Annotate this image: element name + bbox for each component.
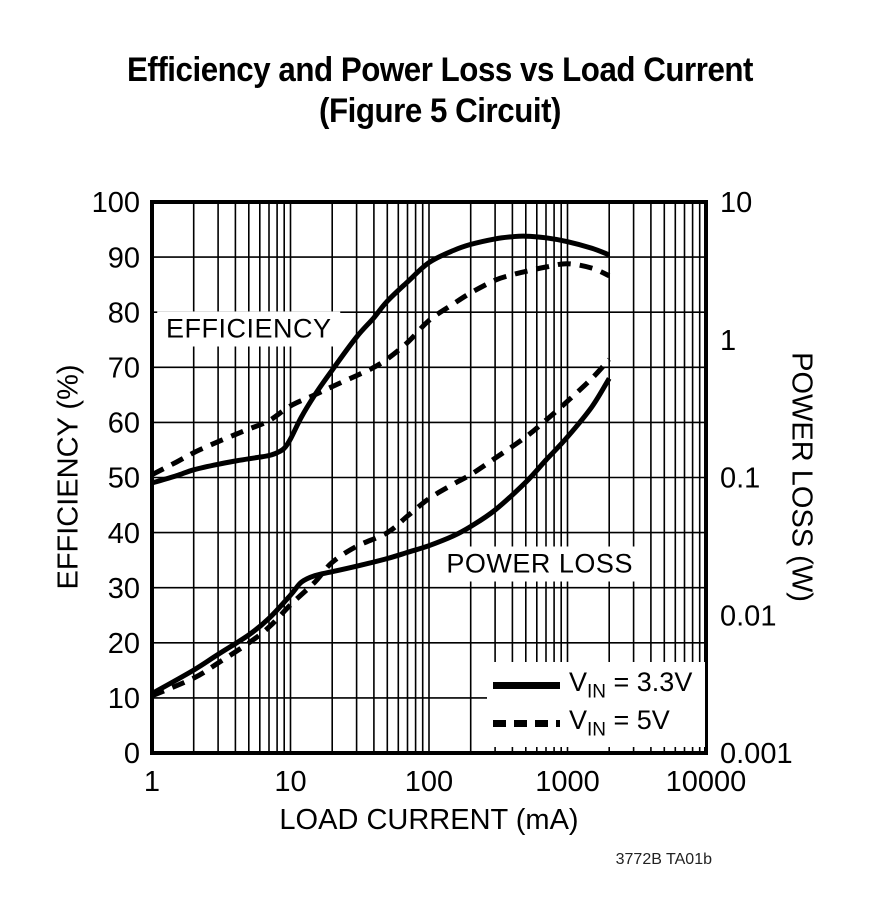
x-tick-label: 10000	[666, 766, 747, 798]
chart-title-line2: (Figure 5 Circuit)	[319, 92, 561, 130]
y-left-tick-label: 90	[108, 242, 140, 274]
legend: VIN = 3.3V VIN = 5V	[487, 662, 705, 747]
curve-power-loss-3v3v	[150, 377, 612, 696]
y-right-tick-label: 0.01	[720, 600, 776, 632]
y-right-tick-label: 10	[720, 187, 752, 219]
y-left-tick-label: 50	[108, 463, 140, 495]
y-left-tick-label: 80	[108, 297, 140, 329]
x-tick-label: 1	[144, 766, 160, 798]
y-right-tick-label: 1	[720, 325, 736, 357]
legend-line-dashed-icon	[493, 719, 560, 727]
curve-efficiency-5v	[150, 261, 611, 477]
legend-line-solid-icon	[493, 682, 560, 690]
y-left-tick-label: 30	[108, 573, 140, 605]
y-left-tick-label: 40	[108, 518, 140, 550]
annotation-power-loss: POWER LOSS	[437, 546, 642, 582]
x-tick-label: 1000	[535, 766, 600, 798]
legend-label-3v3: VIN = 3.3V	[569, 667, 693, 703]
y-right-tick-label: 0.1	[720, 463, 760, 495]
y-right-axis-title: POWER LOSS (W)	[785, 352, 818, 602]
chart-title-line1: Efficiency and Power Loss vs Load Curren…	[126, 51, 754, 89]
x-tick-label: 10	[274, 766, 306, 798]
legend-entry-5v: VIN = 5V	[493, 705, 705, 741]
curves	[150, 233, 612, 699]
legend-entry-3v3: VIN = 3.3V	[493, 667, 705, 703]
figure-reference-code: 3772B TA01b	[615, 851, 712, 868]
x-tick-label: 100	[405, 766, 453, 798]
y-left-tick-label: 20	[108, 628, 140, 660]
chart-title: Efficiency and Power Loss vs Load Curren…	[35, 50, 845, 132]
y-left-tick-label: 70	[108, 352, 140, 384]
y-left-tick-label: 0	[124, 738, 140, 770]
annotation-efficiency: EFFICIENCY	[157, 311, 341, 347]
y-left-tick-label: 100	[92, 187, 140, 219]
curve-efficiency-3v3v	[151, 233, 611, 486]
y-left-tick-label: 60	[108, 408, 140, 440]
curve-power-loss-5v	[151, 357, 612, 699]
gridlines	[152, 202, 706, 753]
y-left-axis-title: EFFICIENCY (%)	[52, 364, 85, 590]
y-right-tick-label: 0.001	[720, 738, 793, 770]
legend-label-5v: VIN = 5V	[569, 705, 670, 741]
y-left-tick-label: 10	[108, 683, 140, 715]
x-axis-title: LOAD CURRENT (mA)	[279, 804, 579, 836]
plot-border	[150, 200, 708, 755]
